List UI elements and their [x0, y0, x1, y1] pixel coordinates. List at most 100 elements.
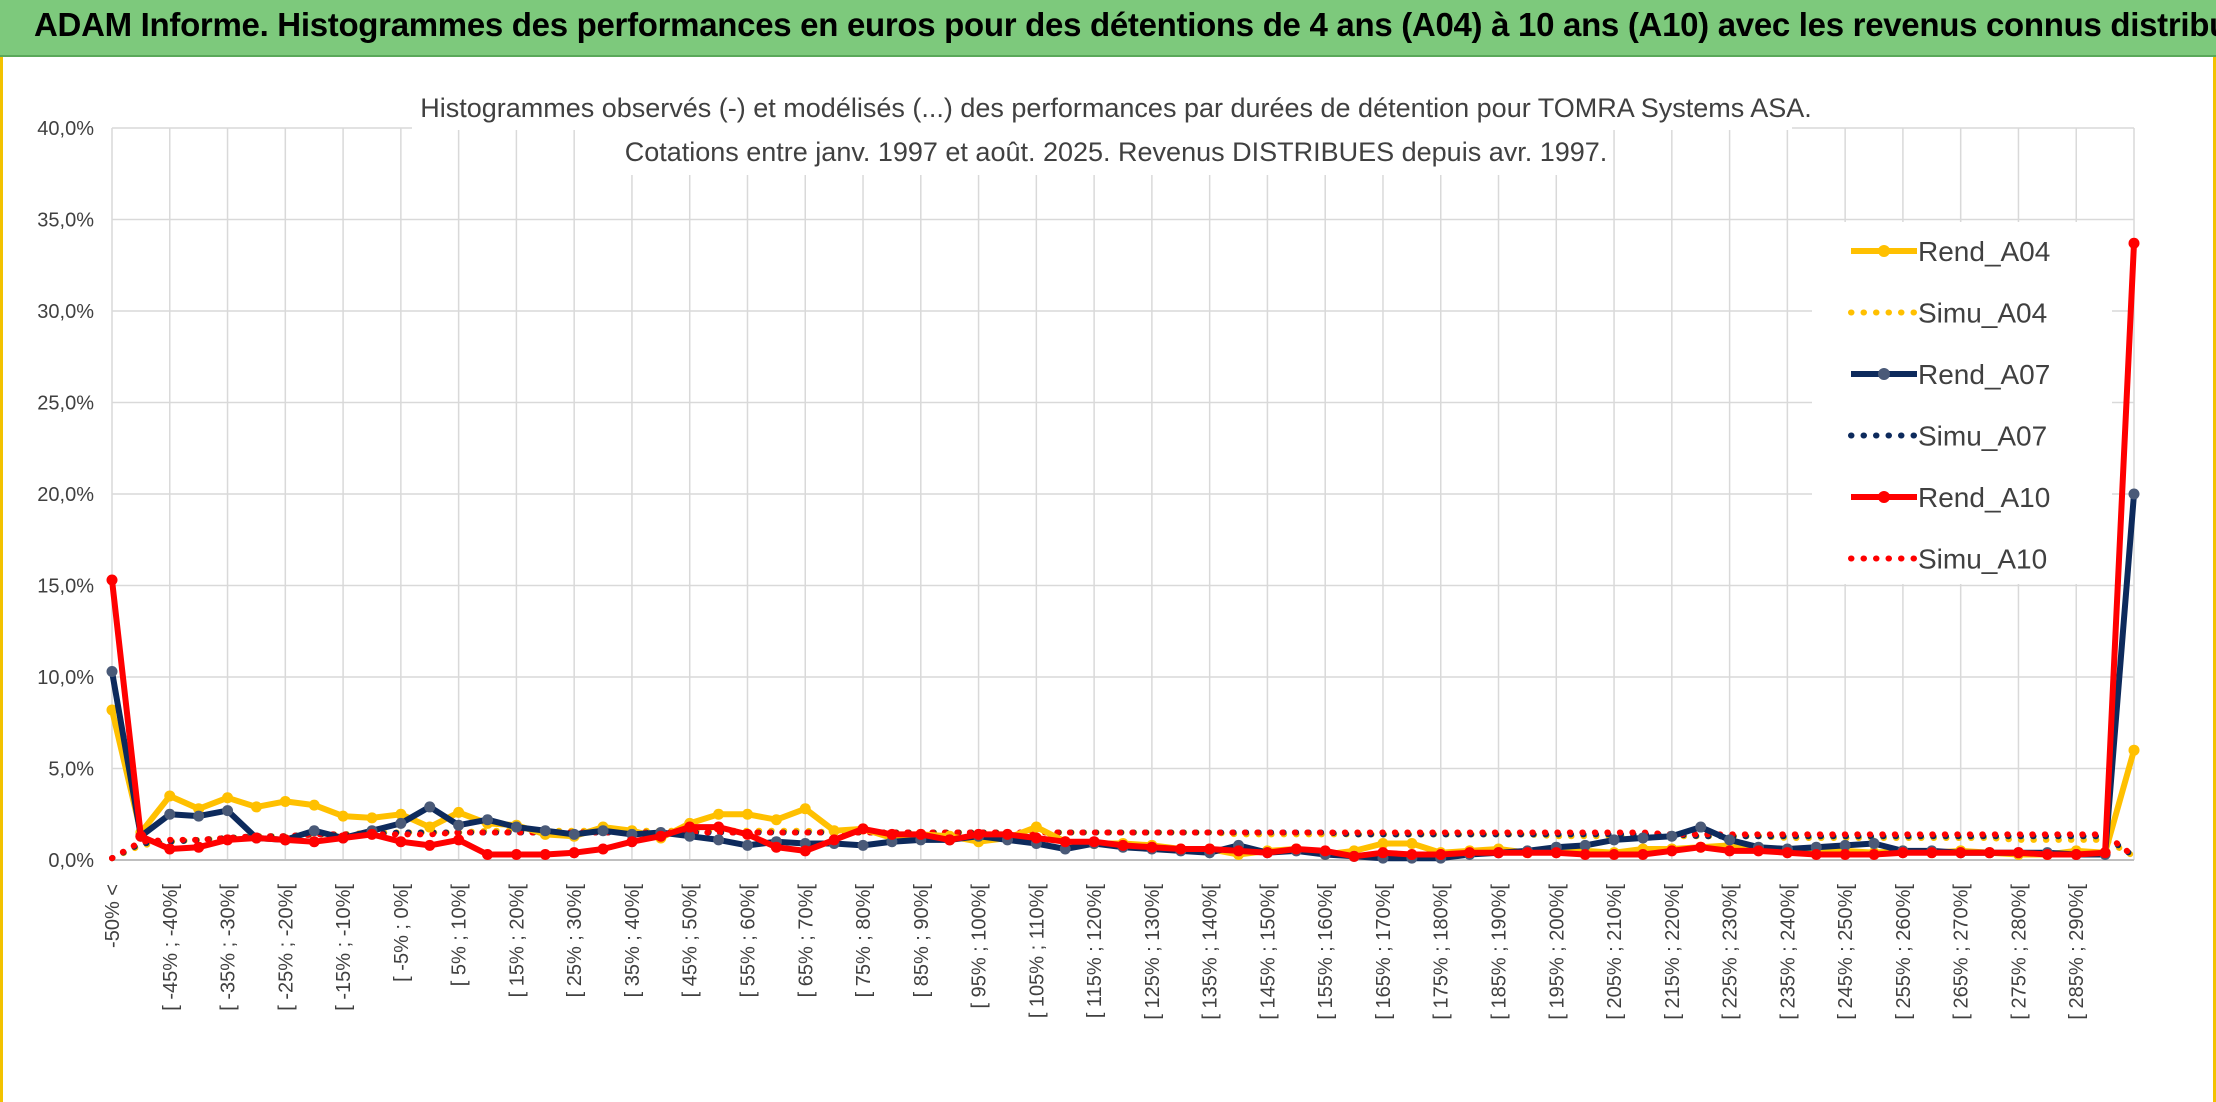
- x-tick-label: [ 55% ; 60%[: [737, 884, 759, 998]
- y-tick-label: 25,0%: [37, 393, 94, 415]
- data-point: [453, 819, 465, 831]
- data-point: [1695, 821, 1707, 833]
- data-point: [2128, 237, 2140, 249]
- y-tick-label: 10,0%: [37, 667, 94, 689]
- data-point: [684, 830, 696, 842]
- x-tick-label: [ 65% ; 70%[: [795, 884, 817, 998]
- data-point: [193, 810, 205, 822]
- data-point: [741, 828, 753, 840]
- data-point: [1059, 836, 1071, 848]
- legend-item-Rend_A07: Rend_A07: [1851, 359, 2050, 390]
- data-point: [1290, 843, 1302, 855]
- data-point: [626, 836, 638, 848]
- data-point: [944, 834, 956, 846]
- legend-label: Simu_A07: [1918, 421, 2047, 452]
- data-point: [2099, 847, 2111, 859]
- data-point: [1204, 843, 1216, 855]
- data-point: [424, 801, 436, 813]
- data-point: [1377, 838, 1389, 850]
- y-tick-label: 35,0%: [37, 210, 94, 232]
- data-point: [1724, 845, 1736, 857]
- data-point: [1637, 849, 1649, 861]
- x-tick-label: [ 175% ; 180%[: [1431, 884, 1453, 1020]
- data-point: [106, 574, 118, 586]
- series-Rend_A10: [106, 237, 2140, 862]
- chart-legend: Rend_A04 Simu_A04 Rend_A07 Simu_A07 Rend_A10…: [1812, 222, 2112, 584]
- x-tick-label: [ -25% ; -20%[: [275, 884, 297, 1011]
- legend-label: Rend_A04: [1918, 236, 2050, 267]
- data-point: [424, 821, 436, 833]
- data-point: [741, 839, 753, 851]
- x-tick-label: [ -35% ; -30%[: [218, 884, 240, 1011]
- data-point: [1955, 847, 1967, 859]
- x-tick-label: [ 205% ; 210%[: [1604, 884, 1626, 1020]
- data-point: [915, 828, 927, 840]
- data-point: [1839, 849, 1851, 861]
- data-point: [1406, 849, 1418, 861]
- data-point: [1175, 843, 1187, 855]
- data-point: [886, 828, 898, 840]
- data-point: [1030, 832, 1042, 844]
- legend-marker: [1878, 368, 1890, 380]
- data-point: [366, 812, 378, 824]
- x-tick-label: [ 285% ; 290%[: [2066, 884, 2088, 1020]
- report-banner: ADAM Informe. Histogrammes des performan…: [0, 0, 2216, 57]
- data-point: [1521, 847, 1533, 859]
- legend-marker: [1878, 245, 1890, 257]
- x-tick-label: [ 255% ; 260%[: [1893, 884, 1915, 1020]
- data-point: [1348, 850, 1360, 862]
- x-tick-label: [ 245% ; 250%[: [1835, 884, 1857, 1020]
- data-point: [453, 834, 465, 846]
- data-point: [1579, 849, 1591, 861]
- data-point: [539, 825, 551, 837]
- data-point: [1117, 839, 1129, 851]
- data-point: [1377, 847, 1389, 859]
- legend-item-Simu_A07: Simu_A07: [1848, 421, 2047, 452]
- data-point: [222, 792, 234, 804]
- data-point: [1464, 847, 1476, 859]
- data-point: [279, 795, 291, 807]
- data-point: [713, 821, 725, 833]
- data-point: [597, 825, 609, 837]
- data-point: [1261, 847, 1273, 859]
- data-point: [1319, 845, 1331, 857]
- data-point: [539, 849, 551, 861]
- data-point: [1493, 847, 1505, 859]
- x-tick-label: [ 135% ; 140%[: [1200, 884, 1222, 1020]
- data-point: [2128, 744, 2140, 756]
- legend-label: Simu_A10: [1918, 544, 2047, 575]
- data-point: [799, 803, 811, 815]
- legend-label: Rend_A10: [1918, 482, 2050, 513]
- x-tick-label: [ 115% ; 120%[: [1084, 884, 1106, 1019]
- x-tick-label: [ 85% ; 90%[: [911, 884, 933, 998]
- y-tick-label: 15,0%: [37, 576, 94, 598]
- x-tick-label: -50% <: [102, 884, 124, 948]
- data-point: [973, 828, 985, 840]
- data-point: [828, 825, 840, 837]
- series-layer: [106, 237, 2140, 864]
- data-point: [1088, 836, 1100, 848]
- data-point: [1030, 821, 1042, 833]
- x-tick-label: [ 265% ; 270%[: [1951, 884, 1973, 1020]
- data-point: [308, 836, 320, 848]
- x-tick-label: [ 45% ; 50%[: [680, 884, 702, 998]
- data-point: [2012, 847, 2024, 859]
- data-point: [1233, 845, 1245, 857]
- data-point: [510, 821, 522, 833]
- data-point: [395, 817, 407, 829]
- data-point: [655, 830, 667, 842]
- data-point: [1637, 832, 1649, 844]
- legend-item-Simu_A04: Simu_A04: [1848, 298, 2047, 329]
- data-point: [1608, 849, 1620, 861]
- data-point: [1781, 847, 1793, 859]
- data-point: [741, 808, 753, 820]
- data-point: [164, 790, 176, 802]
- data-point: [597, 843, 609, 855]
- y-tick-label: 5,0%: [48, 759, 94, 781]
- data-point: [279, 834, 291, 846]
- data-point: [1406, 838, 1418, 850]
- data-point: [1666, 830, 1678, 842]
- data-point: [1810, 849, 1822, 861]
- data-point: [568, 828, 580, 840]
